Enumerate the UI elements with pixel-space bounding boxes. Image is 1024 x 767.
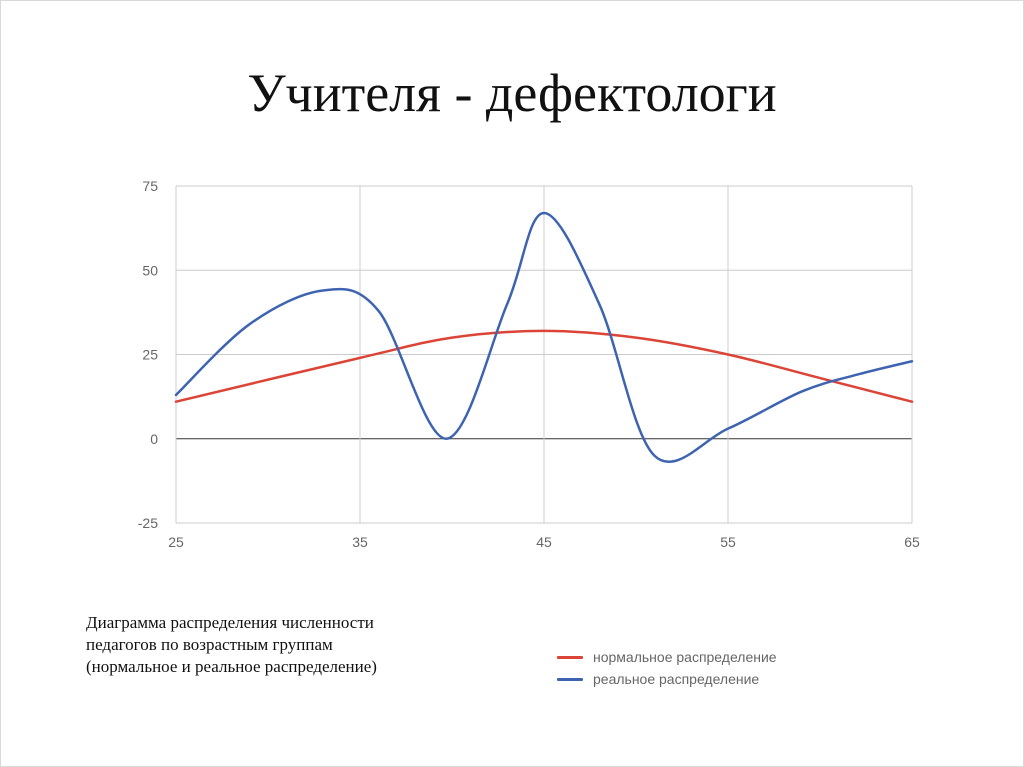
legend-label-real: реальное распределение	[593, 671, 760, 687]
x-tick-label: 55	[720, 534, 736, 550]
slide-title: Учителя - дефектологи	[247, 63, 777, 123]
y-tick-label: 50	[142, 262, 158, 278]
series-line-normal	[174, 329, 914, 403]
legend-item-real: реальное распределение	[557, 668, 777, 690]
x-tick-label: 65	[904, 534, 920, 550]
legend-label-normal: нормальное распределение	[593, 649, 777, 665]
legend-swatch-normal	[557, 655, 583, 659]
y-tick-label: 75	[142, 178, 158, 194]
x-tick-label: 25	[168, 534, 184, 550]
legend-swatch-real	[557, 677, 583, 681]
caption-line-1: Диаграмма распределения численности	[86, 613, 374, 632]
x-tick-label: 35	[352, 534, 368, 550]
chart-legend: нормальное распределение реальное распре…	[557, 646, 777, 690]
x-tick-label: 45	[536, 534, 552, 550]
chart-caption: Диаграмма распределения численности педа…	[86, 612, 506, 678]
legend-item-normal: нормальное распределение	[557, 646, 777, 668]
caption-line-2: педагогов по возрастным группам	[86, 635, 333, 654]
y-tick-label: 25	[142, 347, 158, 363]
y-tick-label: 0	[150, 431, 158, 447]
y-tick-label: -25	[138, 515, 158, 531]
caption-line-3: (нормальное и реальное распределение)	[86, 657, 377, 676]
series-line-real	[174, 211, 914, 463]
